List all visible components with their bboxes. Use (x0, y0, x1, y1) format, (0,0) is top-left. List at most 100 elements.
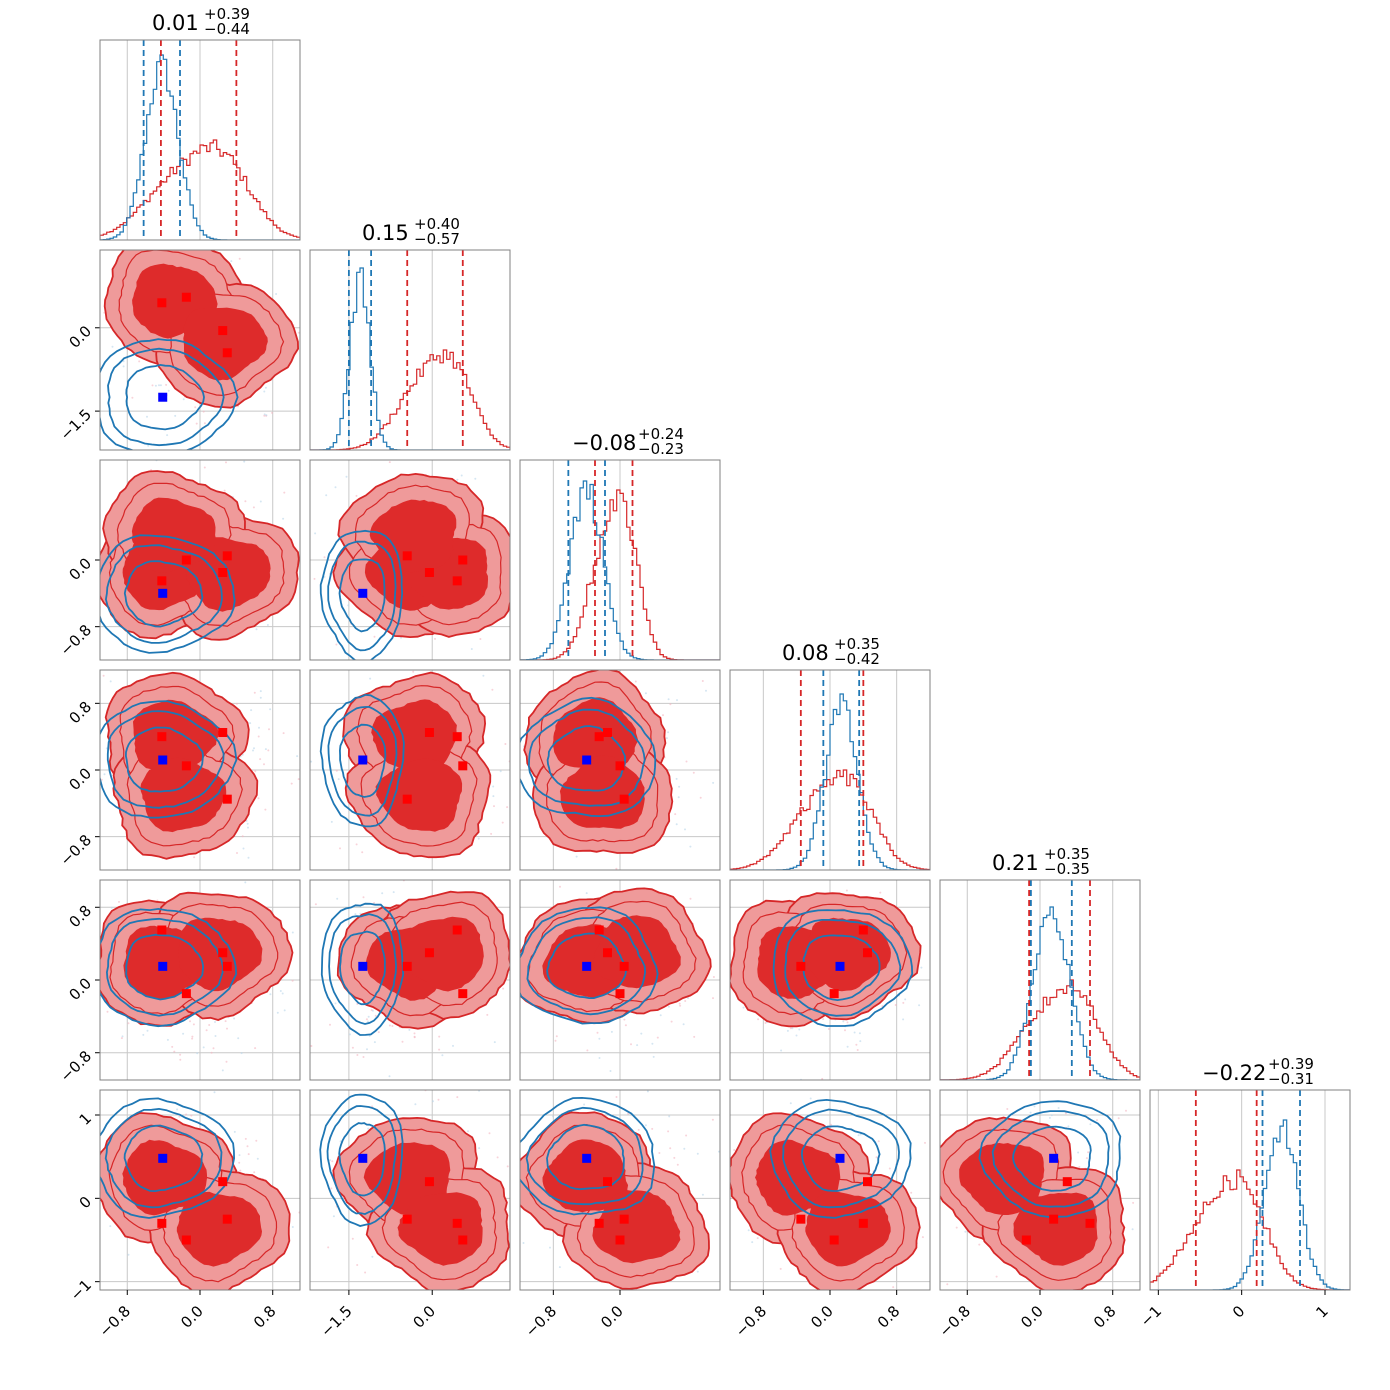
sample-point (245, 664, 247, 666)
sample-point (490, 1018, 492, 1020)
sample-point (456, 478, 459, 481)
sample-point (265, 414, 268, 417)
panel-frame (309, 879, 511, 1081)
sample-point (151, 384, 154, 387)
sample-point (964, 1230, 967, 1233)
sample-point (934, 1111, 936, 1113)
blue-contour (546, 1123, 625, 1191)
blue-contour (100, 700, 238, 819)
sample-point (514, 888, 516, 890)
sample-point (1117, 1117, 1120, 1120)
sample-point (253, 747, 255, 750)
sample-point (87, 520, 89, 522)
panel-content (730, 670, 930, 870)
panel-content (94, 664, 300, 870)
blue-contour (784, 919, 902, 1017)
sample-point (154, 384, 157, 387)
sample-point (238, 257, 241, 260)
sample-point (667, 698, 670, 701)
y-tick-label: 0.0 (65, 764, 95, 794)
sample-point (924, 1141, 926, 1144)
sample-point (677, 796, 680, 799)
sample-point (122, 365, 125, 368)
x-tick-label: −0.8 (732, 1302, 770, 1340)
sample-point (491, 688, 494, 691)
y-tick-label: 0.8 (65, 698, 95, 728)
panel-frame (309, 459, 511, 661)
red-mode-marker (402, 551, 412, 561)
sample-point (109, 680, 112, 683)
red-histogram (940, 979, 1140, 1080)
sample-point (1057, 1107, 1060, 1109)
y-tick-label: −0.8 (57, 831, 95, 869)
red-mode-marker (222, 1214, 232, 1224)
sample-point (859, 1040, 862, 1043)
sample-point (256, 1157, 259, 1160)
sample-point (334, 486, 337, 489)
blue-histogram (100, 54, 300, 240)
sample-point (147, 444, 150, 447)
sample-point (94, 728, 96, 730)
red-histogram (310, 349, 510, 450)
sample-point (263, 414, 266, 417)
panel-content (730, 1090, 930, 1290)
sample-point (506, 806, 509, 809)
panel-frame (1149, 1089, 1351, 1291)
panel-1-0: −1.5 0.0 (57, 249, 301, 451)
panel-4-2 (490, 879, 721, 1081)
sample-point (110, 906, 113, 909)
sample-point (179, 1053, 182, 1056)
sample-point (1131, 1228, 1134, 1231)
sample-point (238, 1161, 241, 1164)
red-mode-marker (222, 961, 232, 971)
red-density-contours (332, 472, 510, 639)
blue-contour (800, 1125, 881, 1192)
sample-point (255, 628, 258, 631)
sample-point (575, 855, 578, 858)
sample-point (109, 1225, 112, 1228)
sample-point (415, 667, 417, 669)
sample-point (414, 1103, 417, 1106)
sample-point (693, 1035, 696, 1038)
panel-content (100, 1090, 300, 1290)
sample-point (637, 1128, 640, 1131)
blue-contour (339, 930, 386, 1006)
sample-point (302, 729, 304, 731)
sample-point (192, 1023, 195, 1026)
sample-point (259, 500, 262, 503)
red-mode-marker (1049, 1214, 1059, 1224)
x-tick-label: 0.0 (177, 1302, 207, 1332)
sample-point (426, 1296, 428, 1298)
sample-point (329, 1023, 331, 1026)
sample-point (1057, 1074, 1059, 1076)
sample-point (513, 576, 515, 578)
sample-point (210, 1051, 213, 1054)
red-mode-marker (615, 989, 625, 999)
sample-point (712, 976, 715, 978)
sample-point (127, 1253, 130, 1256)
sample-point (290, 782, 293, 785)
sample-point (684, 1000, 687, 1002)
y-tick-label: −0.8 (57, 1047, 95, 1085)
sample-point (610, 1030, 613, 1033)
blue-contour (546, 932, 627, 999)
sample-point (1125, 1109, 1127, 1112)
sample-point (609, 1070, 612, 1072)
sample-point (1067, 1125, 1070, 1128)
sample-point (990, 1314, 992, 1316)
sample-point (711, 1118, 714, 1121)
sample-point (271, 411, 273, 414)
x-tick-label: −0.8 (936, 1302, 974, 1340)
sample-point (335, 769, 338, 772)
sample-point (644, 1124, 647, 1127)
sample-point (225, 1060, 228, 1063)
sample-point (314, 532, 317, 535)
sample-point (875, 1156, 878, 1159)
sample-point (667, 1130, 670, 1133)
red-density-contours (520, 1111, 710, 1290)
y-tick-label: 0.0 (65, 554, 95, 584)
blue-mode-marker (1049, 1153, 1059, 1163)
panel-5-2: −0.8 0.0 (519, 1089, 721, 1341)
sample-point (373, 635, 376, 638)
sample-point (659, 1014, 662, 1017)
